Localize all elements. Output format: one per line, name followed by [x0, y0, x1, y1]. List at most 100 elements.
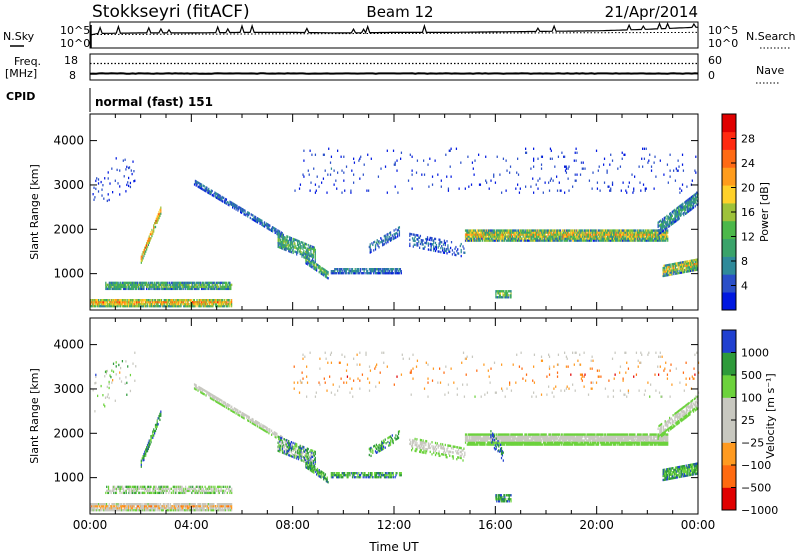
heatmap-cell	[442, 249, 443, 251]
cpid-label: CPID	[6, 90, 35, 103]
heatmap-cell	[395, 162, 396, 164]
heatmap-cell	[575, 174, 576, 176]
heatmap-cell	[244, 212, 245, 214]
heatmap-cell	[478, 231, 479, 233]
heatmap-cell	[623, 182, 624, 184]
heatmap-cell	[354, 162, 355, 164]
heatmap-cell	[367, 270, 368, 272]
heatmap-cell	[419, 247, 420, 249]
heatmap-cell	[359, 272, 360, 274]
heatmap-cell	[635, 239, 636, 241]
heatmap-cell	[157, 221, 158, 223]
heatmap-cell	[223, 303, 224, 305]
heatmap-cell	[495, 182, 496, 184]
nsearch-axis-lo: 10^0	[708, 37, 738, 50]
heatmap-cell	[468, 186, 469, 188]
heatmap-cell	[399, 226, 400, 228]
heatmap-cell	[668, 182, 669, 184]
heatmap-cell	[608, 186, 609, 188]
heatmap-cell	[107, 200, 108, 202]
heatmap-cell	[670, 264, 671, 266]
heatmap-cell	[576, 152, 577, 154]
heatmap-cell	[255, 216, 256, 218]
heatmap-cell	[493, 174, 494, 176]
heatmap-cell	[171, 509, 172, 511]
heatmap-cell	[183, 507, 184, 509]
heatmap-cell	[417, 244, 418, 246]
heatmap-cell	[316, 269, 317, 271]
heatmap-cell	[138, 505, 139, 507]
cpid-mode: normal (fast) 151	[95, 95, 213, 109]
heatmap-cell	[117, 182, 118, 184]
heatmap-cell	[682, 164, 683, 166]
heatmap-cell	[150, 288, 151, 290]
colorbar-tick-label: 4	[741, 280, 748, 293]
heatmap-cell	[95, 180, 96, 182]
heatmap-cell	[280, 239, 281, 241]
heatmap-cell	[612, 182, 613, 184]
heatmap-cell	[401, 152, 402, 154]
heatmap-cell	[562, 239, 563, 241]
heatmap-cell	[554, 166, 555, 168]
heatmap-cell	[336, 188, 337, 190]
heatmap-cell	[374, 241, 375, 243]
heatmap-cell	[432, 176, 433, 178]
heatmap-cell	[395, 228, 396, 230]
heatmap-cell	[129, 286, 130, 288]
heatmap-cell	[146, 248, 147, 250]
heatmap-cell	[149, 242, 150, 244]
heatmap-cell	[204, 185, 205, 187]
heatmap-cell	[324, 154, 325, 156]
heatmap-cell	[568, 178, 569, 180]
heatmap-cell	[564, 192, 565, 194]
heatmap-cell	[506, 190, 507, 192]
heatmap-cell	[524, 229, 525, 231]
heatmap-cell	[683, 170, 684, 172]
heatmap-cell	[439, 239, 440, 241]
heatmap-cell	[437, 174, 438, 176]
heatmap-cell	[222, 284, 223, 286]
heatmap-cell	[141, 301, 142, 303]
heatmap-cell	[551, 231, 552, 233]
heatmap-cell	[353, 158, 354, 160]
heatmap-cell	[132, 301, 133, 303]
heatmap-cell	[207, 505, 208, 507]
heatmap-cell	[128, 185, 129, 187]
heatmap-cell	[429, 158, 430, 160]
heatmap-cell	[112, 191, 113, 193]
heatmap-cell	[451, 176, 452, 178]
heatmap-cell	[193, 507, 194, 509]
heatmap-cell	[129, 492, 130, 494]
heatmap-cell	[589, 180, 590, 182]
heatmap-cell	[330, 174, 331, 176]
heatmap-cell	[200, 503, 201, 505]
heatmap-cell	[482, 239, 483, 241]
heatmap-cell	[116, 490, 117, 492]
heatmap-cell	[328, 273, 329, 275]
heatmap-cell	[343, 156, 344, 158]
heatmap-cell	[645, 190, 646, 192]
heatmap-cell	[108, 492, 109, 494]
heatmap-cell	[580, 174, 581, 176]
heatmap-cell	[152, 282, 153, 284]
heatmap-cell	[667, 231, 668, 233]
heatmap-cell	[505, 233, 506, 235]
heatmap-cell	[447, 246, 448, 248]
heatmap-cell	[123, 488, 124, 490]
heatmap-cell	[665, 218, 666, 220]
heatmap-cell	[196, 305, 197, 307]
heatmap-cell	[275, 228, 276, 230]
heatmap-cell	[390, 231, 391, 233]
heatmap-cell	[108, 171, 109, 173]
heatmap-cell	[397, 233, 398, 235]
heatmap-cell	[485, 180, 486, 182]
heatmap-cell	[189, 507, 190, 509]
nsky-axis-hi: 10^5	[60, 24, 90, 37]
heatmap-cell	[415, 240, 416, 242]
heatmap-cell	[218, 286, 219, 288]
heatmap-cell	[565, 170, 566, 172]
heatmap-cell	[128, 177, 129, 179]
freq-lines	[90, 64, 698, 74]
heatmap-cell	[693, 206, 694, 208]
heatmap-cell	[433, 242, 434, 244]
